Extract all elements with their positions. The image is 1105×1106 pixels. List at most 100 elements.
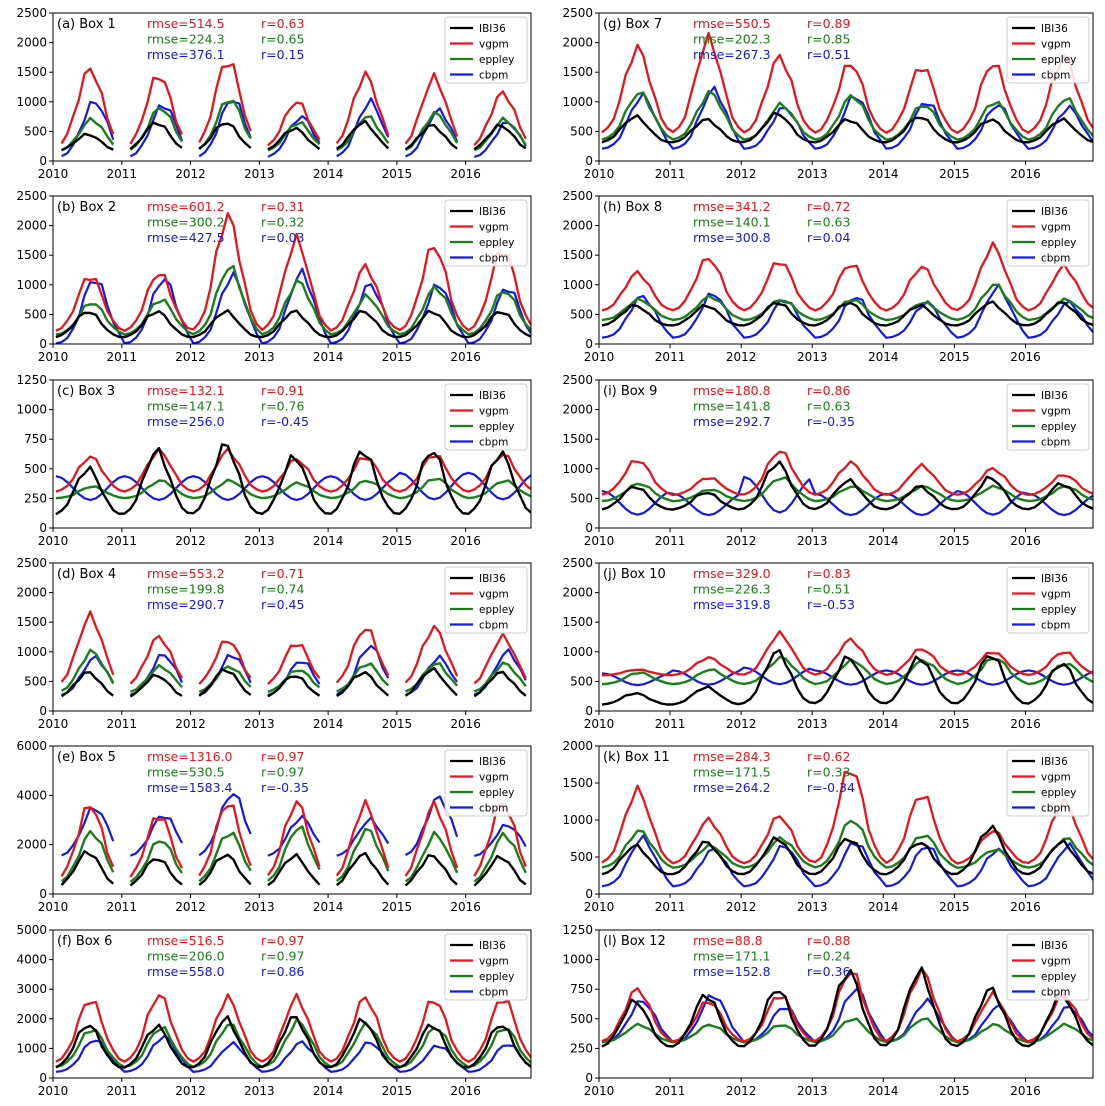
legend-box bbox=[444, 566, 528, 634]
y-tick-label: 500 bbox=[570, 124, 593, 138]
x-tick-label: 2012 bbox=[175, 900, 206, 914]
x-tick-label: 2012 bbox=[726, 900, 757, 914]
plot-frame bbox=[598, 929, 1094, 1079]
y-tick-label: 2000 bbox=[16, 586, 47, 600]
legend-label: cbpm bbox=[1041, 987, 1070, 999]
x-tick-label: 2010 bbox=[584, 717, 615, 731]
y-tick-label: 1000 bbox=[562, 953, 593, 967]
plot-frame bbox=[52, 562, 532, 712]
plot-frame bbox=[598, 745, 1094, 895]
x-tick-label: 2016 bbox=[1010, 1084, 1041, 1098]
y-tick-label: 2000 bbox=[562, 219, 593, 233]
x-tick-label: 2011 bbox=[655, 350, 686, 364]
r-text: r=0.31 bbox=[261, 199, 304, 214]
x-tick-label: 2010 bbox=[38, 350, 69, 364]
rmse-text: rmse=530.5 bbox=[147, 765, 225, 780]
legend-label: IBI36 bbox=[479, 573, 506, 585]
x-tick-label: 2014 bbox=[868, 534, 899, 548]
y-tick-label: 0 bbox=[39, 1071, 47, 1085]
y-tick-label: 1000 bbox=[562, 95, 593, 109]
x-tick-label: 2015 bbox=[939, 900, 970, 914]
r-text: r=-0.53 bbox=[807, 597, 855, 612]
rmse-text: rmse=171.5 bbox=[693, 765, 771, 780]
legend-label: cbpm bbox=[1041, 253, 1070, 265]
series-line-vgpm bbox=[60, 63, 527, 147]
panel-label: (d) Box 4 bbox=[57, 567, 116, 582]
r-text: r=0.63 bbox=[261, 16, 304, 31]
y-tick-label: 1000 bbox=[16, 1041, 47, 1055]
series-line-vgpm bbox=[601, 770, 1093, 865]
series-line-eppley bbox=[55, 264, 531, 336]
x-tick-label: 2015 bbox=[939, 717, 970, 731]
legend-box bbox=[444, 383, 528, 451]
series-line-cbpm bbox=[601, 283, 1093, 339]
x-tick-label: 2011 bbox=[655, 900, 686, 914]
plot-frame bbox=[598, 195, 1094, 345]
r-text: r=0.63 bbox=[807, 215, 850, 230]
r-text: r=-0.34 bbox=[807, 780, 855, 795]
x-tick-label: 2012 bbox=[175, 717, 206, 731]
legend-label: cbpm bbox=[479, 620, 508, 632]
y-tick-label: 2000 bbox=[562, 403, 593, 417]
legend-label: IBI36 bbox=[1041, 206, 1068, 218]
series-line-ibi36 bbox=[60, 850, 527, 887]
x-tick-label: 2011 bbox=[107, 900, 138, 914]
y-tick-label: 4000 bbox=[16, 953, 47, 967]
y-tick-label: 750 bbox=[570, 982, 593, 996]
series-line-eppley bbox=[601, 283, 1093, 322]
legend-box bbox=[444, 16, 528, 84]
series-lines bbox=[601, 450, 1093, 517]
series-line-vgpm bbox=[601, 630, 1093, 677]
series-line-vgpm bbox=[55, 992, 531, 1063]
chart-panel-6: 0 1000 2000 3000 4000 5000 2010 2011 2012 2013 201… bbox=[16, 923, 532, 1098]
x-tick-label: 2013 bbox=[244, 350, 275, 364]
series-lines bbox=[60, 63, 527, 158]
y-tick-label: 500 bbox=[24, 674, 47, 688]
y-tick-label: 1000 bbox=[562, 645, 593, 659]
y-tick-label: 1000 bbox=[16, 403, 47, 417]
rmse-text: rmse=516.5 bbox=[147, 933, 225, 948]
chart-panel-5: 0 2000 4000 6000 2010 2011 2012 2013 2014 2015 201… bbox=[16, 739, 532, 914]
x-tick-label: 2013 bbox=[797, 167, 828, 181]
chart-panel-3: 0 250 500 750 1000 1250 2010 2011 2012 2013 2014 20… bbox=[16, 373, 532, 548]
rmse-text: rmse=292.7 bbox=[693, 414, 771, 429]
series-line-eppley bbox=[601, 655, 1093, 686]
series-lines bbox=[601, 241, 1093, 339]
legend-label: eppley bbox=[1041, 54, 1076, 66]
plot-frame bbox=[598, 562, 1094, 712]
series-line-cbpm bbox=[601, 834, 1093, 888]
x-tick-label: 2010 bbox=[38, 717, 69, 731]
x-tick-label: 2010 bbox=[584, 900, 615, 914]
series-line-ibi36 bbox=[601, 649, 1093, 706]
panel-label: (j) Box 10 bbox=[603, 567, 666, 582]
series-line-ibi36 bbox=[55, 443, 531, 516]
y-tick-label: 500 bbox=[570, 491, 593, 505]
y-tick-label: 500 bbox=[570, 307, 593, 321]
rmse-text: rmse=256.0 bbox=[147, 414, 225, 429]
rmse-text: rmse=224.3 bbox=[147, 32, 225, 47]
r-text: r=0.86 bbox=[261, 964, 304, 979]
series-line-eppley bbox=[55, 1018, 531, 1069]
rmse-text: rmse=1583.4 bbox=[147, 780, 233, 795]
series-lines bbox=[60, 793, 527, 887]
r-text: r=0.65 bbox=[261, 32, 304, 47]
legend-label: cbpm bbox=[479, 253, 508, 265]
series-line-vgpm bbox=[601, 241, 1093, 312]
chart-panel-2: 0 500 1000 1500 2000 2500 2010 2011 2012 2013 2014… bbox=[16, 189, 532, 364]
x-tick-label: 2013 bbox=[797, 350, 828, 364]
r-text: r=0.62 bbox=[807, 749, 850, 764]
x-tick-label: 2013 bbox=[244, 167, 275, 181]
r-text: r=0.97 bbox=[261, 933, 304, 948]
x-tick-label: 2014 bbox=[313, 1084, 344, 1098]
legend-label: eppley bbox=[1041, 237, 1076, 249]
rmse-text: rmse=147.1 bbox=[147, 399, 225, 414]
y-tick-label: 2500 bbox=[562, 189, 593, 203]
y-tick-label: 1000 bbox=[562, 813, 593, 827]
panel-label: (l) Box 12 bbox=[603, 934, 666, 949]
y-tick-label: 2500 bbox=[562, 373, 593, 387]
legend-label: vgpm bbox=[479, 406, 509, 418]
r-text: r=0.24 bbox=[807, 949, 850, 964]
series-line-cbpm bbox=[61, 644, 527, 697]
x-tick-label: 2014 bbox=[313, 717, 344, 731]
legend-label: vgpm bbox=[1041, 772, 1071, 784]
